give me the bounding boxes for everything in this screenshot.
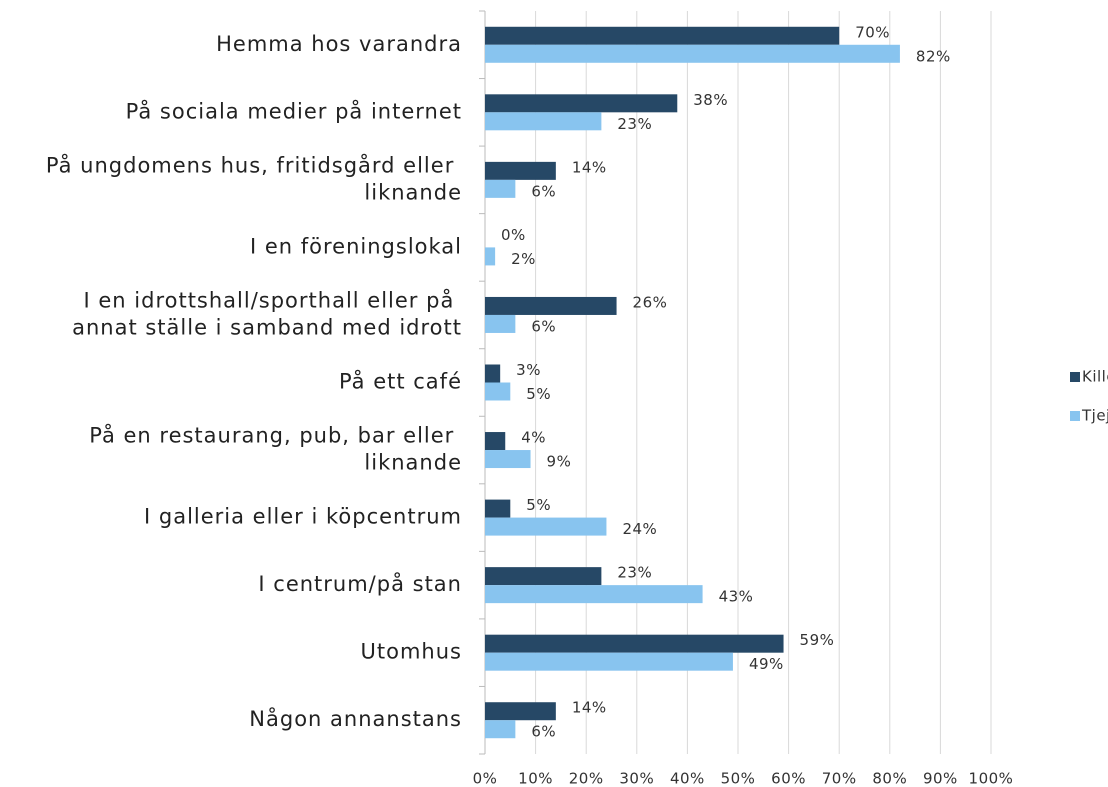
bar xyxy=(485,720,516,739)
bar xyxy=(485,44,900,63)
bar xyxy=(485,634,784,653)
category-label: På en restaurang, pub, bar eller liknand… xyxy=(89,423,462,475)
value-label: 23% xyxy=(617,564,652,582)
value-label: 26% xyxy=(633,293,668,311)
x-tick-label: 20% xyxy=(569,770,604,787)
x-tick-label: 40% xyxy=(670,770,705,787)
value-label: 6% xyxy=(531,182,556,200)
category-label: På ett café xyxy=(339,369,462,394)
x-tick-label: 30% xyxy=(619,770,654,787)
value-label: 9% xyxy=(547,453,572,471)
value-label: 5% xyxy=(526,385,551,403)
bar xyxy=(485,432,506,451)
bar xyxy=(485,450,531,469)
legend-swatch xyxy=(1070,372,1080,382)
category-label: I centrum/på stan xyxy=(258,571,462,596)
x-tick-label: 70% xyxy=(822,770,857,787)
legend-label: Kille xyxy=(1082,368,1108,386)
bar xyxy=(485,517,607,536)
bar xyxy=(485,112,602,131)
bar xyxy=(485,296,617,315)
x-tick-label: 80% xyxy=(872,770,907,787)
legend-swatch xyxy=(1070,411,1080,421)
category-label: I en föreningslokal xyxy=(250,234,462,258)
bar xyxy=(485,364,501,383)
category-label: I en idrottshall/sporthall eller på anna… xyxy=(72,287,462,339)
value-label: 5% xyxy=(526,496,551,514)
value-label: 2% xyxy=(511,250,536,268)
bar xyxy=(485,26,840,45)
value-label: 82% xyxy=(916,47,951,65)
value-label: 3% xyxy=(516,361,541,379)
legend-label: Tjej xyxy=(1081,407,1108,425)
bar xyxy=(485,94,678,113)
x-tick-label: 60% xyxy=(771,770,806,787)
value-label: 38% xyxy=(693,91,728,109)
value-label: 14% xyxy=(572,699,607,717)
value-label: 6% xyxy=(531,317,556,335)
bar xyxy=(485,702,556,721)
category-label: På sociala medier på internet xyxy=(126,98,462,123)
bar xyxy=(485,382,511,401)
category-label: På ungdomens hus, fritidsgård eller likn… xyxy=(46,152,462,204)
bar xyxy=(485,585,703,604)
value-label: 24% xyxy=(622,520,657,538)
value-label: 43% xyxy=(719,588,754,606)
value-label: 70% xyxy=(855,23,890,41)
category-label: Utomhus xyxy=(361,640,462,664)
category-label: Någon annanstans xyxy=(249,706,462,731)
value-label: 59% xyxy=(800,631,835,649)
value-label: 49% xyxy=(749,655,784,673)
bar xyxy=(485,652,733,671)
category-label: Hemma hos varandra xyxy=(216,32,462,56)
value-label: 4% xyxy=(521,429,546,447)
x-tick-label: 0% xyxy=(473,770,498,787)
value-label: 0% xyxy=(501,226,526,244)
bar xyxy=(485,567,602,586)
x-tick-label: 50% xyxy=(721,770,756,787)
value-label: 23% xyxy=(617,115,652,133)
bar xyxy=(485,247,496,266)
x-tick-label: 100% xyxy=(969,770,1014,787)
bar xyxy=(485,499,511,518)
value-label: 14% xyxy=(572,158,607,176)
x-tick-label: 10% xyxy=(518,770,553,787)
bar xyxy=(485,314,516,333)
bar xyxy=(485,161,556,180)
x-tick-label: 90% xyxy=(923,770,958,787)
value-label: 6% xyxy=(531,723,556,741)
bar xyxy=(485,179,516,198)
category-label: I galleria eller i köpcentrum xyxy=(144,505,462,529)
